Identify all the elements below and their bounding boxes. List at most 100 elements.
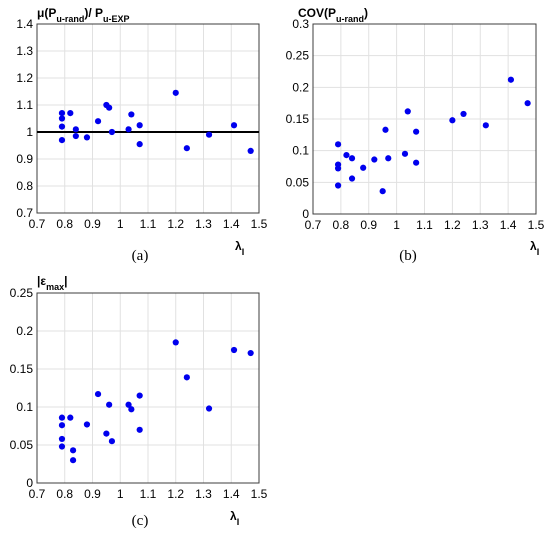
data-point bbox=[360, 164, 367, 171]
x-tick-label: 1.2 bbox=[444, 218, 461, 232]
y-tick-label: 0.05 bbox=[286, 175, 310, 189]
data-point bbox=[136, 141, 143, 148]
panel-caption: (b) bbox=[399, 248, 417, 264]
y-tick-label: 0.05 bbox=[10, 438, 34, 452]
data-point bbox=[379, 188, 386, 195]
data-point bbox=[58, 110, 66, 117]
y-tick-label: 0.3 bbox=[292, 17, 309, 31]
y-tick-label: 0.2 bbox=[16, 324, 33, 338]
y-tick-label: 0.1 bbox=[292, 144, 309, 158]
data-point bbox=[106, 401, 113, 408]
data-point bbox=[67, 414, 74, 421]
data-point bbox=[58, 115, 66, 122]
data-point bbox=[106, 104, 113, 111]
data-point bbox=[94, 118, 102, 125]
chart-panel-b: 0.7 0.8 0.9 1 1.1 1.2 1.3 1.4 1.5 0 0.05 0.1 0.15 0.2… bbox=[286, 6, 545, 264]
y-tick-label: 0.9 bbox=[16, 152, 33, 166]
x-tick-label: 0.9 bbox=[360, 218, 377, 232]
x-tick-label: 0.8 bbox=[56, 487, 73, 501]
data-point bbox=[449, 117, 456, 124]
data-point bbox=[94, 390, 102, 398]
data-point bbox=[83, 134, 91, 141]
data-point bbox=[413, 159, 420, 166]
x-tick-label: 1.5 bbox=[251, 217, 268, 231]
x-tick-label: 1.2 bbox=[167, 217, 184, 231]
x-axis-label: λI bbox=[230, 509, 239, 527]
data-point bbox=[385, 155, 392, 162]
y-tick-label: 0.1 bbox=[16, 400, 33, 414]
y-tick-label: 0 bbox=[302, 207, 309, 221]
data-point bbox=[401, 150, 409, 157]
data-point bbox=[128, 406, 135, 413]
axes-frame bbox=[312, 23, 537, 215]
data-point bbox=[460, 110, 467, 118]
data-point bbox=[230, 346, 238, 354]
x-tick-label: 1 bbox=[117, 487, 124, 501]
data-point bbox=[83, 421, 91, 428]
x-tick-label: 1.3 bbox=[195, 487, 212, 501]
data-point bbox=[136, 392, 143, 399]
y-tick-label: 0 bbox=[26, 476, 33, 490]
y-axis-label: |εmax| bbox=[37, 274, 67, 292]
data-point bbox=[128, 111, 135, 118]
data-point bbox=[125, 401, 132, 408]
x-tick-label: 1 bbox=[393, 218, 400, 232]
y-tick-label: 0.25 bbox=[286, 49, 310, 63]
data-point bbox=[136, 122, 143, 129]
y-axis-label: COV(Pu-rand) bbox=[298, 6, 368, 24]
x-tick-label: 1.4 bbox=[500, 218, 517, 232]
x-axis-label: λI bbox=[530, 239, 539, 257]
x-tick-label: 1.3 bbox=[195, 217, 212, 231]
data-point bbox=[58, 414, 66, 421]
data-point bbox=[108, 438, 116, 445]
x-tick-label: 1.3 bbox=[472, 218, 489, 232]
data-point bbox=[230, 122, 238, 129]
data-point bbox=[205, 405, 213, 412]
x-tick-label: 0.7 bbox=[29, 217, 46, 231]
data-point bbox=[507, 76, 515, 83]
data-point bbox=[247, 147, 254, 154]
data-point bbox=[172, 339, 179, 346]
x-tick-label: 0.7 bbox=[29, 487, 46, 501]
data-point bbox=[69, 457, 77, 464]
data-point bbox=[343, 152, 350, 159]
data-point bbox=[58, 422, 66, 429]
data-point bbox=[125, 126, 132, 133]
y-tick-label: 0.15 bbox=[286, 112, 310, 126]
x-tick-label: 1.4 bbox=[223, 217, 240, 231]
data-point bbox=[58, 443, 66, 450]
data-point bbox=[103, 430, 110, 437]
data-point bbox=[172, 89, 179, 96]
data-point bbox=[348, 175, 356, 182]
data-point bbox=[482, 122, 489, 129]
y-tick-label: 1.2 bbox=[16, 71, 33, 85]
chart-panel-c: 0.7 0.8 0.9 1 1.1 1.2 1.3 1.4 1.5 0 0.05 0.1 0.15 0.2… bbox=[10, 274, 268, 529]
x-axis-label: λI bbox=[235, 239, 244, 257]
x-tick-label: 1.1 bbox=[140, 217, 157, 231]
data-point bbox=[382, 126, 389, 133]
x-tick-label: 1.1 bbox=[416, 218, 433, 232]
y-tick-label: 0.2 bbox=[292, 80, 309, 94]
data-point bbox=[404, 108, 411, 115]
data-point bbox=[183, 374, 190, 381]
x-tick-label: 0.9 bbox=[84, 487, 101, 501]
y-axis-label: μ(Pu-rand)/ Pu-EXP bbox=[37, 6, 130, 24]
panel-caption: (c) bbox=[132, 513, 149, 529]
data-point bbox=[108, 128, 116, 136]
x-tick-label: 0.7 bbox=[305, 218, 322, 232]
data-point bbox=[334, 141, 342, 148]
y-tick-label: 1.4 bbox=[16, 17, 33, 31]
x-tick-label: 1.5 bbox=[251, 487, 268, 501]
data-point bbox=[524, 100, 531, 107]
x-tick-label: 1 bbox=[117, 217, 124, 231]
x-tick-label: 1.5 bbox=[528, 218, 545, 232]
data-point bbox=[72, 126, 79, 133]
x-tick-label: 0.8 bbox=[333, 218, 350, 232]
data-point bbox=[67, 110, 74, 117]
panel-caption: (a) bbox=[132, 248, 149, 264]
axes-frame bbox=[36, 23, 260, 214]
data-point bbox=[69, 447, 77, 454]
data-point bbox=[183, 145, 190, 152]
data-point bbox=[72, 132, 79, 140]
